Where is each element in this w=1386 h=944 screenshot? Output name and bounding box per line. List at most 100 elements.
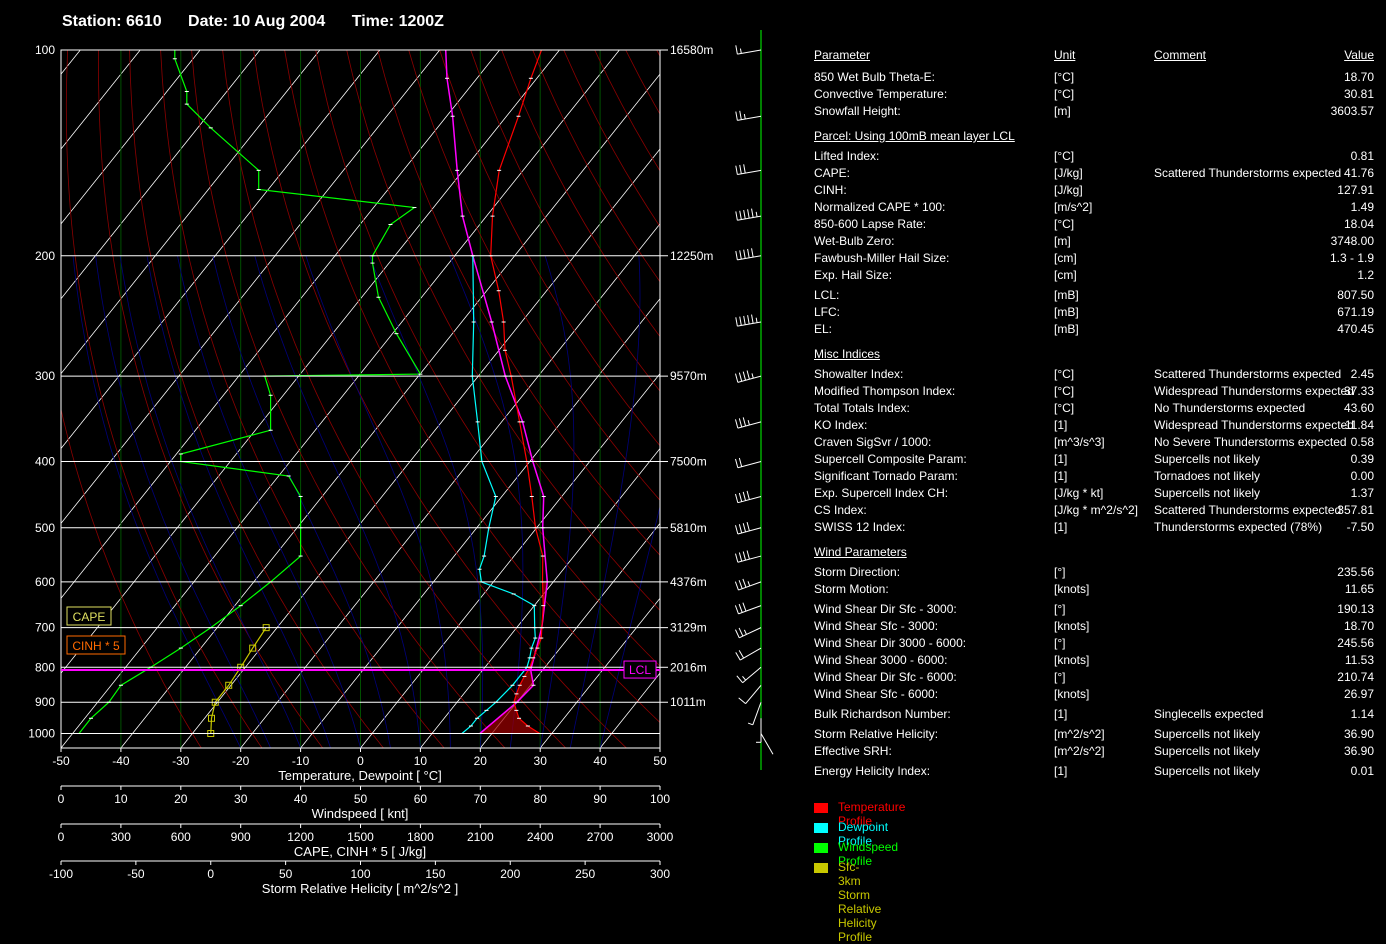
cell-p: CAPE:: [814, 166, 851, 180]
height-label: 16580m: [670, 43, 713, 57]
table-row: Bulk Richardson Number: 1.14 [1] Singlecell…: [814, 707, 1374, 723]
wind-barb-column: [734, 30, 774, 770]
cell-p: CINH:: [814, 183, 847, 197]
wind-barb-flag: [746, 490, 750, 500]
wind-barb: [737, 495, 762, 504]
cape-box-label: CAPE: [73, 610, 106, 624]
axis-tick-label: 1800: [407, 830, 434, 844]
wind-barb-flag: [746, 550, 750, 560]
lcl-box: [623, 660, 657, 679]
skewt-profiles: [76, 50, 550, 738]
cell-c: Supercells not likely: [1154, 744, 1261, 758]
isotherm-line: [61, 50, 381, 450]
axis-tick-label: 1500: [347, 830, 374, 844]
cell-u: [m]: [1054, 234, 1071, 248]
wind-barb-half: [755, 317, 758, 323]
axis-tick-label: 20: [174, 792, 188, 806]
wind-barb-flag: [743, 315, 746, 325]
lcl-label: LCL: [629, 663, 651, 677]
cell-p: Wind Shear Dir 3000 - 6000:: [814, 636, 967, 650]
table-row: LCL: 807.50 [mB]: [814, 288, 1374, 304]
helicity-point: [225, 681, 233, 689]
wind-barb-flag: [738, 418, 743, 428]
wind-barb-flag: [734, 629, 740, 638]
cell-p: Storm Direction:: [814, 565, 901, 579]
cell-c: Thunderstorms expected (78%): [1154, 520, 1323, 534]
isotherm-line: [61, 50, 500, 599]
isotherm-line: [180, 148, 660, 748]
isotherm-line: [61, 50, 620, 748]
wind-barb-flag: [739, 250, 742, 260]
isotherm-line: [420, 447, 660, 748]
cell-p: Total Totals Index:: [814, 401, 910, 415]
axis-tick-label: 1200: [287, 830, 314, 844]
wind-barb-half: [751, 373, 754, 379]
isotherm-line: [61, 50, 560, 674]
wind-barb-flag: [751, 208, 754, 218]
cell-u: [mB]: [1054, 305, 1079, 319]
axis-tick-label: 150: [425, 867, 445, 881]
isotherm-line: [240, 223, 660, 748]
cell-p: KO Index:: [814, 418, 868, 432]
cell-p: Fawbush-Miller Hail Size:: [814, 251, 950, 265]
cell-v: 0.58: [1350, 435, 1374, 449]
table-row: 850 Wet Bulb Theta-E: 18.70 [°C]: [814, 70, 1374, 86]
cell-p: Significant Tornado Param:: [814, 469, 958, 483]
cell-p: Normalized CAPE * 100:: [814, 200, 946, 214]
header-parameter: Parameter: [814, 48, 871, 62]
pressure-label: 800: [35, 660, 55, 674]
legend-label: Temperature Profile: [838, 800, 906, 828]
table-row: Exp. Supercell Index CH: 1.37 [J/kg * kt] S…: [814, 486, 1374, 502]
cell-c: Supercells not likely: [1154, 452, 1261, 466]
skewt-axes: 100200300400500600700800900100016580m122…: [28, 43, 713, 896]
axis-tick-label: 2400: [527, 830, 554, 844]
height-label: 4376m: [670, 575, 707, 589]
dry-adiabat: [253, 50, 627, 748]
dry-adiabat: [439, 50, 660, 447]
chart-header: Station: 6610 Date: 10 Aug 2004 Time: 12…: [62, 13, 466, 31]
dry-adiabat: [346, 50, 660, 611]
cell-p: Modified Thompson Index:: [814, 384, 956, 398]
table-row: CINH: 127.91 [J/kg]: [814, 183, 1374, 199]
cell-v: 18.70: [1343, 619, 1374, 633]
wind-barb-flag: [738, 603, 743, 613]
legend-label: Sfc-3km Storm Relative Helicity Profile: [838, 860, 882, 944]
axis-tick-label: -40: [112, 754, 130, 768]
cell-u: [m]: [1054, 104, 1071, 118]
cell-u: [1]: [1054, 520, 1068, 534]
cell-u: [knots]: [1054, 619, 1090, 633]
dry-adiabat: [65, 50, 263, 748]
cell-u: [1]: [1054, 764, 1068, 778]
table-row: CS Index: 357.81 [J/kg * m^2/s^2] Scattered…: [814, 503, 1374, 519]
wind-barb-flag: [738, 524, 743, 534]
wind-barb: [737, 375, 762, 383]
wind-barb-flag: [735, 211, 738, 221]
cell-p: Misc Indices: [814, 347, 881, 361]
cell-u: [m/s^2]: [1054, 200, 1093, 214]
cell-v: 190.13: [1337, 602, 1374, 616]
dry-adiabat: [315, 50, 660, 667]
table-row: EL: 470.45 [mB]: [814, 322, 1374, 338]
wind-barb-flag: [734, 581, 739, 591]
wind-barb-half: [747, 581, 751, 587]
table-row: Wind Shear Sfc - 3000: 18.70 [knots]: [814, 619, 1374, 635]
axis-tick-label: 3000: [647, 830, 674, 844]
axis-tick-label: -30: [172, 754, 190, 768]
cell-p: Exp. Hail Size:: [814, 268, 893, 282]
cell-c: Scattered Thunderstorms expected: [1154, 367, 1342, 381]
section-heading: Parcel: Using 100mB mean layer LCL: [814, 129, 1374, 145]
cell-c: Scattered Thunderstorms expected: [1154, 166, 1342, 180]
axis-title: Windspeed [ knt]: [312, 806, 409, 821]
wind-barb-flag: [735, 652, 741, 661]
axis-tick-label: 30: [534, 754, 548, 768]
pressure-label: 300: [35, 369, 55, 383]
table-header-row: Parameter Value Unit Comment: [814, 48, 1374, 64]
cell-p: Craven SigSvr / 1000:: [814, 435, 932, 449]
axis-tick-label: 80: [534, 792, 548, 806]
cell-u: [°C]: [1054, 87, 1075, 101]
wind-barb-flag: [747, 315, 750, 325]
skewt-frame: [60, 49, 668, 749]
wind-barb: [737, 527, 762, 535]
axis-tick-label: 50: [354, 792, 368, 806]
wind-barb-flag: [738, 697, 746, 705]
